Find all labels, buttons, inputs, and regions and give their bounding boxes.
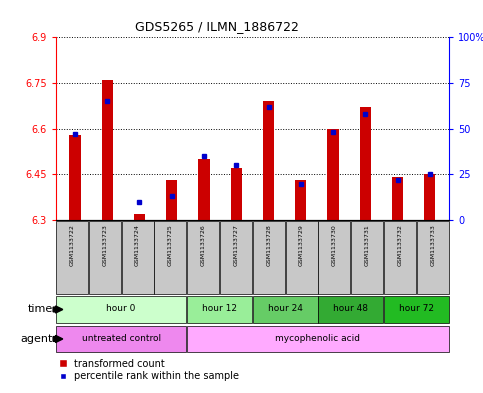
Bar <box>134 214 145 220</box>
Bar <box>318 296 383 323</box>
Bar <box>220 221 252 294</box>
Text: untreated control: untreated control <box>82 334 161 343</box>
Text: GSM1133728: GSM1133728 <box>266 224 271 266</box>
Bar <box>187 326 449 352</box>
Bar <box>56 326 186 352</box>
Bar <box>187 296 252 323</box>
Bar <box>69 135 81 220</box>
Text: time: time <box>28 305 53 314</box>
Text: GSM1133729: GSM1133729 <box>299 224 304 266</box>
Bar <box>392 178 403 220</box>
Bar <box>384 296 449 323</box>
Bar <box>187 221 219 294</box>
Bar <box>166 180 177 220</box>
Bar <box>89 221 121 294</box>
Bar <box>101 80 113 220</box>
Text: agent: agent <box>21 334 53 344</box>
Text: hour 24: hour 24 <box>268 305 303 313</box>
Text: GSM1133733: GSM1133733 <box>430 224 435 266</box>
Text: GSM1133727: GSM1133727 <box>233 224 239 266</box>
Text: GSM1133726: GSM1133726 <box>200 224 206 266</box>
Bar <box>230 168 242 220</box>
Bar <box>253 221 285 294</box>
Text: GSM1133724: GSM1133724 <box>135 224 140 266</box>
Bar <box>263 101 274 220</box>
Bar <box>424 174 436 220</box>
Legend: transformed count, percentile rank within the sample: transformed count, percentile rank withi… <box>60 358 239 382</box>
Text: hour 48: hour 48 <box>333 305 368 313</box>
Text: hour 72: hour 72 <box>399 305 434 313</box>
Text: GSM1133723: GSM1133723 <box>102 224 107 266</box>
Bar <box>122 221 154 294</box>
Bar <box>384 221 416 294</box>
Text: mycophenolic acid: mycophenolic acid <box>275 334 360 343</box>
Text: GSM1133722: GSM1133722 <box>70 224 74 266</box>
Text: GSM1133731: GSM1133731 <box>365 224 369 266</box>
Bar <box>318 221 350 294</box>
Text: hour 12: hour 12 <box>202 305 237 313</box>
Bar <box>155 221 186 294</box>
Bar <box>56 296 186 323</box>
Text: GDS5265 / ILMN_1886722: GDS5265 / ILMN_1886722 <box>135 20 299 33</box>
Bar <box>295 180 306 220</box>
Text: GSM1133730: GSM1133730 <box>332 224 337 266</box>
Text: GSM1133725: GSM1133725 <box>168 224 173 266</box>
Bar <box>56 221 88 294</box>
Bar <box>253 296 318 323</box>
Bar <box>199 159 210 220</box>
Text: hour 0: hour 0 <box>106 305 136 313</box>
Text: GSM1133732: GSM1133732 <box>398 224 402 266</box>
Bar <box>327 129 339 220</box>
Bar <box>417 221 449 294</box>
Bar <box>360 107 371 220</box>
Bar <box>285 221 318 294</box>
Bar <box>351 221 383 294</box>
